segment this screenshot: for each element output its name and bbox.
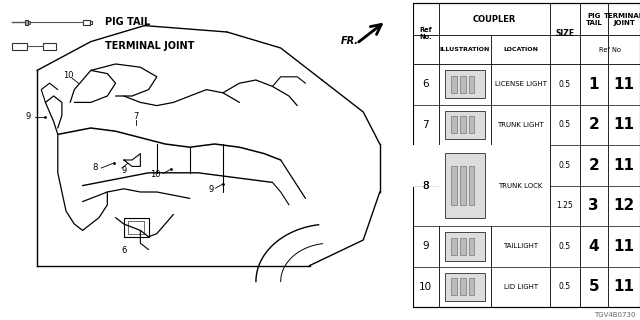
Text: LOCATION: LOCATION: [503, 47, 538, 52]
Bar: [451, 238, 457, 255]
Text: COUPLER: COUPLER: [473, 15, 516, 24]
Bar: [451, 197, 457, 214]
Text: 11: 11: [613, 158, 634, 173]
Text: 6: 6: [121, 246, 127, 255]
Text: LICENSE LIGHT: LICENSE LIGHT: [495, 81, 547, 87]
Bar: [445, 192, 484, 220]
Text: TRUNK LIGHT: TRUNK LIGHT: [497, 122, 544, 128]
Bar: [90, 21, 92, 24]
Text: 11: 11: [613, 77, 634, 92]
Bar: [460, 76, 466, 93]
Bar: [445, 151, 484, 180]
Text: Ref
No.: Ref No.: [420, 27, 432, 40]
Bar: [413, 145, 439, 186]
Bar: [83, 20, 90, 25]
Text: TERMINAL JOINT: TERMINAL JOINT: [105, 41, 195, 52]
Text: TAILLIGHT: TAILLIGHT: [503, 244, 538, 249]
Text: 0.5: 0.5: [559, 80, 571, 89]
Text: 7: 7: [422, 120, 429, 130]
Text: 0.5: 0.5: [559, 120, 571, 129]
Bar: [124, 218, 148, 237]
Bar: [25, 20, 28, 25]
Bar: [451, 116, 457, 133]
Bar: [445, 153, 484, 218]
Bar: [28, 21, 29, 24]
Text: 9: 9: [26, 112, 31, 121]
Bar: [451, 166, 457, 205]
Text: 0.5: 0.5: [559, 161, 571, 170]
Bar: [468, 238, 474, 255]
Text: SIZE: SIZE: [556, 29, 575, 38]
Bar: [445, 70, 484, 99]
Text: LID LIGHT: LID LIGHT: [504, 284, 538, 290]
Text: 6: 6: [422, 79, 429, 89]
Text: 8: 8: [422, 180, 429, 191]
Bar: [460, 238, 466, 255]
Text: 11: 11: [613, 117, 634, 132]
Bar: [12, 43, 27, 50]
Bar: [460, 157, 466, 174]
Text: 8: 8: [422, 160, 429, 170]
Bar: [44, 43, 56, 50]
Bar: [451, 76, 457, 93]
Bar: [468, 116, 474, 133]
Bar: [460, 278, 466, 295]
Text: 5: 5: [588, 279, 599, 294]
Text: 8: 8: [93, 164, 99, 172]
Bar: [128, 221, 145, 234]
Bar: [468, 197, 474, 214]
Bar: [439, 145, 491, 226]
Text: TERMINAL
JOINT: TERMINAL JOINT: [604, 13, 640, 26]
Bar: [445, 111, 484, 139]
Text: 0.5: 0.5: [559, 242, 571, 251]
Text: 9: 9: [422, 241, 429, 252]
Text: 9: 9: [122, 166, 127, 175]
Bar: [468, 166, 474, 205]
Bar: [468, 278, 474, 295]
Bar: [491, 145, 550, 226]
Text: 2: 2: [588, 158, 599, 173]
Text: PIG TAIL: PIG TAIL: [105, 17, 150, 28]
Bar: [445, 232, 484, 260]
Text: 10: 10: [150, 170, 160, 179]
Text: 9: 9: [209, 185, 214, 194]
Text: FR.: FR.: [340, 36, 358, 46]
Bar: [451, 278, 457, 295]
Text: TGV4B0730: TGV4B0730: [594, 312, 636, 318]
Text: 10: 10: [63, 71, 74, 80]
Text: 4: 4: [588, 239, 599, 254]
Text: 11: 11: [613, 279, 634, 294]
Bar: [468, 76, 474, 93]
Text: 8: 8: [422, 180, 429, 191]
Text: TRUNK LOCK: TRUNK LOCK: [499, 183, 543, 188]
Bar: [460, 166, 466, 205]
Text: PIG
TAIL: PIG TAIL: [586, 13, 602, 26]
Bar: [451, 157, 457, 174]
Text: 11: 11: [613, 239, 634, 254]
Text: 1.25: 1.25: [557, 201, 573, 210]
Text: TRUNK LOCK: TRUNK LOCK: [499, 162, 543, 168]
Text: Ref No: Ref No: [599, 47, 621, 52]
Bar: [460, 116, 466, 133]
Bar: [445, 273, 484, 301]
Text: 2: 2: [588, 117, 599, 132]
Bar: [460, 197, 466, 214]
Text: 7: 7: [134, 112, 139, 121]
Text: 12: 12: [613, 198, 634, 213]
Bar: [468, 157, 474, 174]
Text: 0.5: 0.5: [559, 283, 571, 292]
Text: 1: 1: [589, 77, 599, 92]
Text: 3: 3: [588, 198, 599, 213]
Text: 10: 10: [419, 282, 433, 292]
Text: ILLUSTRATION: ILLUSTRATION: [440, 47, 490, 52]
